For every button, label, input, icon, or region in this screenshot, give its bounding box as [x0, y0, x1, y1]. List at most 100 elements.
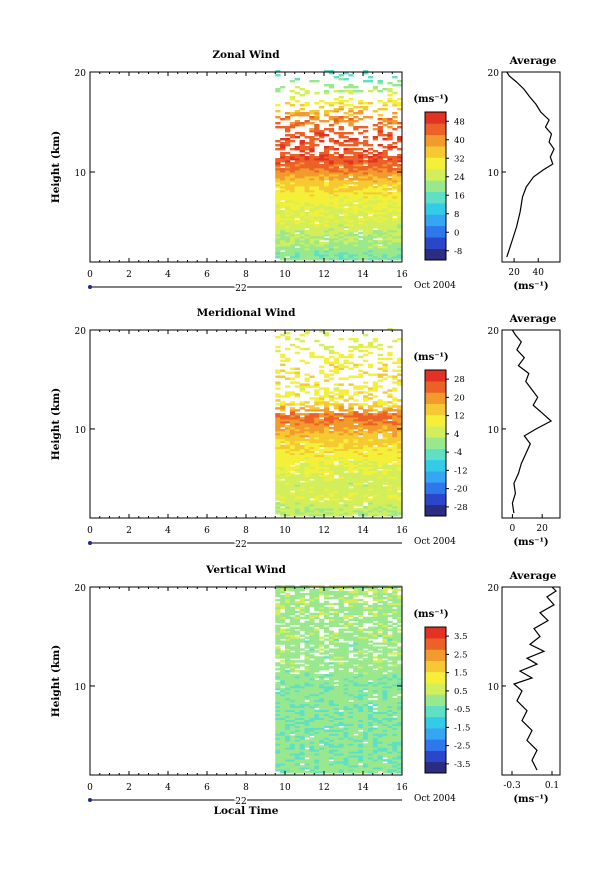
heatmap-cell: [275, 126, 281, 129]
colorbar-tick-label: -12: [454, 466, 468, 476]
heatmap-cell: [324, 112, 330, 115]
heatmap-cell: [304, 146, 310, 149]
heatmap-cell: [324, 656, 330, 659]
heatmap-cell: [285, 331, 291, 335]
heatmap-cell: [367, 188, 374, 191]
heatmap-cell: [280, 126, 286, 129]
heatmap-cell: [367, 164, 374, 167]
heatmap-cell: [363, 72, 369, 75]
heatmap-cell: [333, 670, 340, 673]
heatmap-cell: [304, 214, 310, 217]
heatmap-cell: [338, 254, 344, 257]
heatmap-cell: [299, 761, 305, 764]
heatmap-cell: [309, 407, 315, 410]
heatmap-cell: [304, 238, 310, 241]
heatmap-cell: [343, 462, 349, 465]
heatmap-cell: [387, 421, 393, 424]
heatmap-cell: [377, 216, 383, 219]
heatmap-cell: [328, 729, 335, 732]
heatmap-cell: [275, 662, 281, 665]
heatmap-cell: [280, 413, 286, 416]
heatmap-cell: [363, 460, 369, 463]
heatmap-cell: [324, 224, 330, 227]
heatmap-cell: [348, 190, 354, 193]
heatmap-cell: [348, 512, 354, 515]
heatmap-cell: [324, 194, 330, 197]
heatmap-cell: [314, 248, 320, 251]
heatmap-cell: [319, 434, 325, 438]
heatmap-cell: [353, 751, 359, 754]
heatmap-cell: [338, 504, 344, 507]
heatmap-cell: [309, 486, 315, 489]
heatmap-cell: [289, 642, 296, 645]
heatmap-cell: [397, 258, 403, 261]
heatmap-cell: [328, 182, 335, 185]
heatmap-cell: [333, 502, 340, 505]
heatmap-cell: [367, 162, 374, 165]
heatmap-cell: [285, 745, 291, 748]
heatmap-cell: [289, 498, 296, 501]
heatmap-cell: [304, 743, 310, 746]
heatmap-cell: [363, 426, 369, 430]
heatmap-cell: [324, 120, 330, 123]
heatmap-cell: [309, 640, 315, 643]
heatmap-cell: [343, 438, 349, 442]
heatmap-cell: [343, 116, 349, 119]
heatmap-cell: [343, 685, 349, 689]
heatmap-cell: [309, 178, 315, 181]
heatmap-cell: [324, 470, 330, 473]
heatmap-cell: [358, 456, 364, 460]
heatmap-cell: [314, 761, 320, 764]
heatmap-cell: [343, 729, 349, 732]
heatmap-cell: [319, 244, 325, 247]
heatmap-cell: [392, 472, 398, 475]
heatmap-cell: [275, 413, 281, 416]
heatmap-cell: [387, 401, 393, 404]
heatmap-cell: [324, 242, 330, 245]
heatmap-cell: [309, 480, 315, 483]
heatmap-cell: [333, 610, 340, 614]
colorbar-swatch: [425, 123, 446, 136]
heatmap-cell: [285, 220, 291, 223]
heatmap-cell: [309, 230, 315, 233]
heatmap-cell: [324, 164, 330, 167]
heatmap-cell: [309, 666, 315, 669]
heatmap-cell: [328, 72, 335, 75]
heatmap-cell: [387, 494, 393, 497]
heatmap-cell: [387, 218, 393, 221]
heatmap-cell: [285, 666, 291, 669]
heatmap-cell: [294, 220, 301, 223]
heatmap-cell: [382, 472, 388, 475]
heatmap-cell: [363, 168, 369, 171]
heatmap-cell: [280, 618, 286, 622]
heatmap-cell: [314, 670, 320, 673]
heatmap-cell: [328, 482, 335, 485]
heatmap-cell: [348, 355, 354, 359]
heatmap-cell: [314, 763, 320, 766]
heatmap-cell: [314, 202, 320, 205]
heatmap-cell: [348, 242, 354, 245]
heatmap-cell: [289, 154, 296, 157]
heatmap-cell: [367, 510, 374, 513]
heatmap-cell: [333, 248, 340, 251]
heatmap-cell: [338, 658, 344, 661]
heatmap-cell: [377, 198, 383, 201]
heatmap-cell: [397, 500, 403, 503]
heatmap-cell: [314, 446, 320, 450]
heatmap-cell: [353, 697, 359, 701]
heatmap-cell: [333, 140, 340, 143]
heatmap-cell: [392, 403, 398, 406]
heatmap-cell: [328, 502, 335, 505]
heatmap-cell: [280, 585, 286, 588]
heatmap-cell: [377, 228, 383, 231]
heatmap-cell: [289, 417, 296, 420]
heatmap-cell: [328, 124, 335, 127]
heatmap-cell: [309, 484, 315, 487]
heatmap-cell: [353, 250, 359, 253]
heatmap-cell: [304, 442, 310, 446]
heatmap-cell: [333, 701, 340, 705]
heatmap-cell: [309, 510, 315, 513]
heatmap-cell: [304, 240, 310, 243]
heatmap-cell: [377, 158, 383, 161]
heatmap-cell: [309, 602, 315, 606]
